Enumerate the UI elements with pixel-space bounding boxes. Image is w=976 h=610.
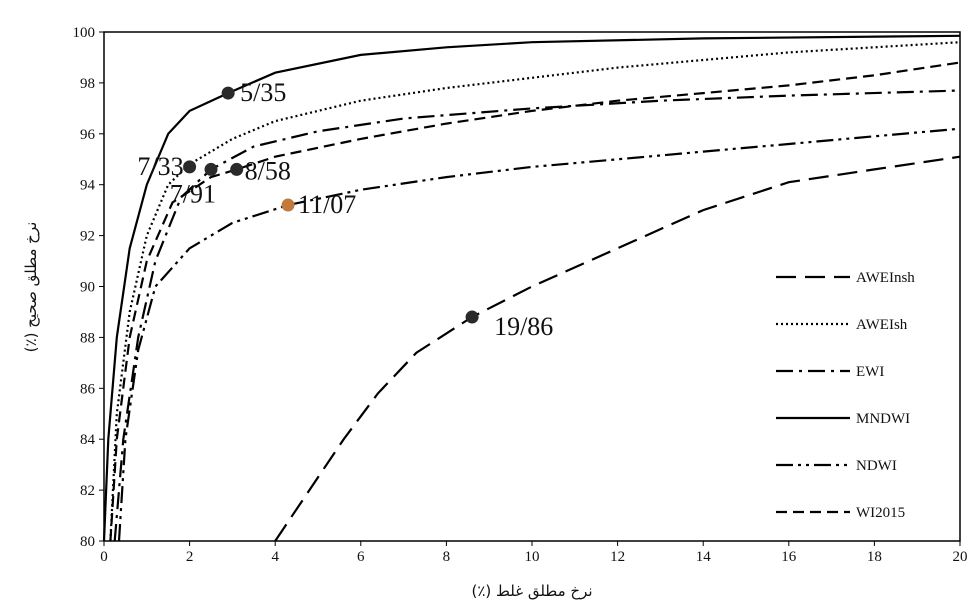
y-tick-label: 82: [80, 483, 95, 499]
x-tick-label: 20: [953, 549, 968, 565]
marker-point-5-35: [221, 86, 235, 100]
x-tick-label: 0: [100, 549, 108, 565]
y-tick-label: 86: [80, 381, 96, 397]
marker-point-7-33: [183, 160, 197, 174]
x-axis-title: نرخ مطلق غلط (٪): [471, 582, 592, 600]
series-line-mndwi: [102, 34, 961, 542]
marker-label-7-91: 7/91: [170, 179, 216, 208]
legend-label-aweinsh: AWEInsh: [856, 270, 915, 286]
x-tick-label: 8: [443, 549, 451, 565]
series-line-aweish: [109, 41, 961, 542]
x-tick-label: 4: [271, 549, 279, 565]
y-tick-label: 88: [80, 330, 95, 346]
y-tick-label: 84: [80, 432, 96, 448]
x-tick-label: 10: [525, 549, 540, 565]
y-tick-label: 90: [80, 280, 95, 296]
marker-point-8-58: [230, 162, 244, 176]
marker-point-7-91: [204, 162, 218, 176]
legend-label-ndwi: NDWI: [856, 458, 897, 474]
series-line-ewi: [113, 89, 961, 542]
x-tick-label: 6: [357, 549, 365, 565]
x-axis-ticks: 0 2 4 6 8 10 12 14 16 18 20: [100, 541, 968, 565]
y-tick-label: 98: [80, 76, 95, 92]
x-tick-label: 18: [867, 549, 882, 565]
x-tick-label: 2: [186, 549, 194, 565]
marker-label-8-58: 8/58: [245, 156, 291, 185]
legend-background: [760, 256, 954, 532]
y-tick-label: 94: [80, 178, 96, 194]
x-tick-label: 16: [781, 549, 797, 565]
marker-label-11-07: 11/07: [298, 190, 356, 219]
series-layer: [102, 34, 961, 542]
legend-label-mndwi: MNDWI: [856, 411, 910, 427]
marker-label-19-86: 19/86: [494, 312, 553, 341]
x-tick-label: 14: [696, 549, 712, 565]
legend-label-ewi: EWI: [856, 364, 884, 380]
marker-point-11-07: [281, 198, 295, 212]
legend: AWEInsh AWEIsh EWI MNDWI NDWI WI2015: [776, 270, 915, 521]
y-axis-ticks: 80 82 84 86 88 90 92 94 96 98 100: [73, 25, 104, 550]
series-line-aweinsh: [274, 155, 961, 542]
y-axis-title: نرخ مطلق صحیح (٪): [22, 222, 40, 353]
series-line-ndwi: [117, 127, 961, 542]
marker-point-19-86: [465, 310, 479, 324]
y-tick-label: 92: [80, 229, 95, 245]
marker-label-7-33: 7/33: [137, 152, 183, 181]
y-tick-label: 80: [80, 534, 95, 550]
y-tick-label: 100: [73, 25, 96, 41]
series-line-wi2015: [109, 61, 961, 542]
marker-label-5-35: 5/35: [240, 78, 286, 107]
x-tick-label: 12: [610, 549, 625, 565]
y-tick-label: 96: [80, 127, 96, 143]
legend-label-wi2015: WI2015: [856, 505, 905, 521]
legend-label-aweish: AWEIsh: [856, 317, 908, 333]
